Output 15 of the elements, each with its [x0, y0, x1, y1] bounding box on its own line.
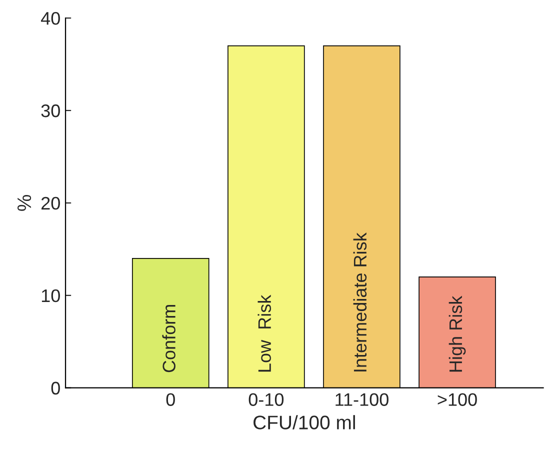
y-tick-label: 10: [42, 289, 60, 302]
x-tick-label: >100: [438, 393, 477, 406]
x-tick-label: 0-10: [248, 393, 284, 406]
x-tick-label: 0: [166, 393, 175, 406]
y-tick-label: 0: [51, 382, 60, 395]
y-tick-label: 20: [41, 196, 60, 210]
x-tick-label: 11-100: [336, 393, 388, 406]
annotation: Intermediate Risk: [353, 232, 367, 372]
annotation: Low Risk: [258, 294, 272, 372]
x-axis-title: CFU/100 ml: [254, 415, 355, 430]
annotation: Conform: [162, 305, 176, 372]
y-axis-title: %: [17, 195, 32, 211]
y-tick-label: 30: [41, 104, 60, 118]
y-tick-label: 40: [40, 12, 60, 25]
annotation: High Risk: [448, 296, 466, 372]
